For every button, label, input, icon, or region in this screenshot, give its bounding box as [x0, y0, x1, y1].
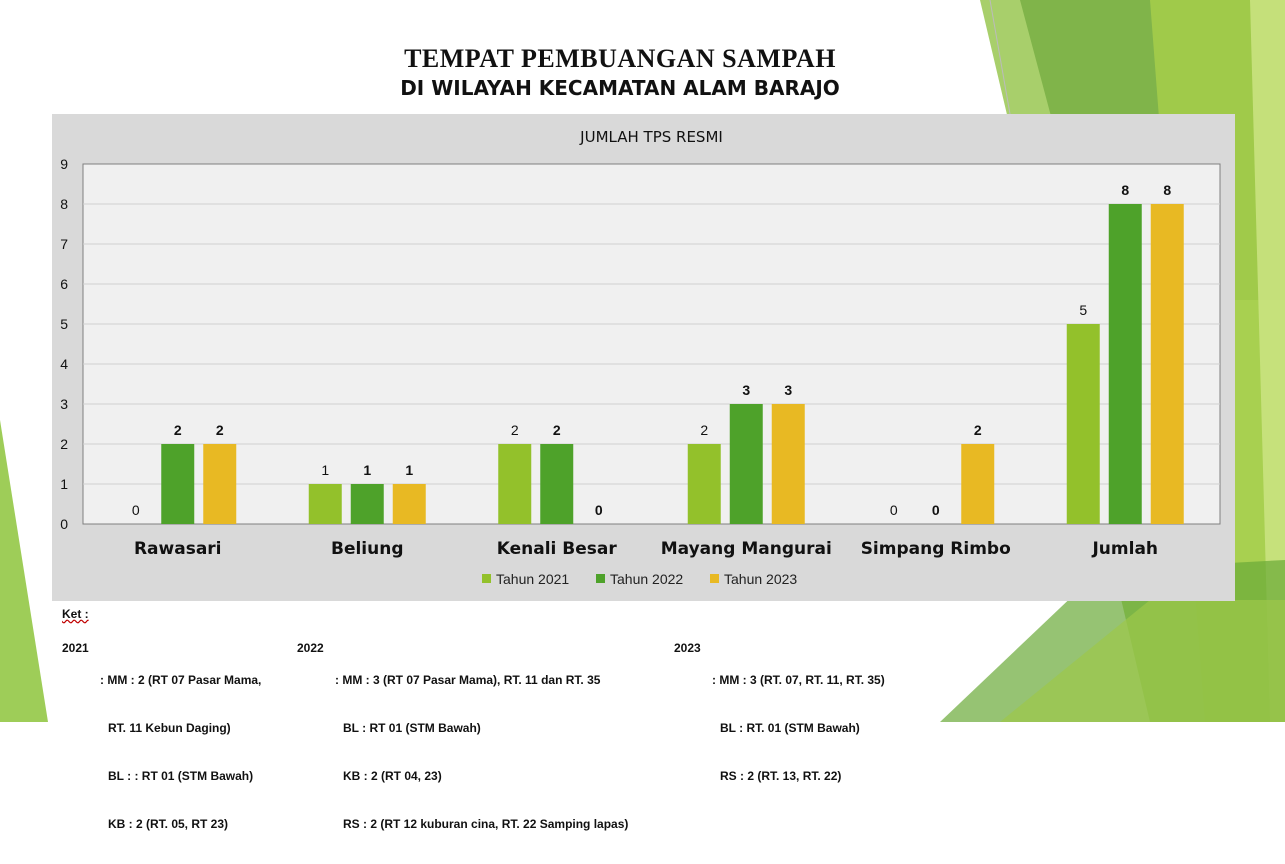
notes-section: Ket : 2021 : MM : 2 (RT 07 Pasar Mama, R…	[62, 607, 1062, 831]
data-label: 0	[132, 502, 140, 518]
y-tick-label: 9	[60, 156, 68, 172]
bar	[540, 444, 574, 524]
data-label: 8	[1163, 182, 1171, 198]
bar-chart: 0 1 2 3 4 5 6 7 8 9 JUMLAH TPS RESMI 0 2 2 Rawasari 1 1 1…	[60, 128, 1221, 587]
legend-swatch	[596, 574, 605, 583]
bar	[308, 484, 342, 524]
note-lines: : MM : 3 (RT 07 Pasar Mama), RT. 11 dan …	[335, 640, 628, 864]
y-tick-label: 7	[60, 236, 68, 252]
category-label: Kenali Besar	[497, 539, 618, 559]
bar	[350, 484, 384, 524]
y-tick-label: 4	[60, 356, 68, 372]
bar	[1150, 204, 1184, 524]
bar	[203, 444, 237, 524]
note-year: 2021	[62, 641, 89, 655]
bar	[687, 444, 721, 524]
category-label: Beliung	[331, 539, 404, 559]
note-line: RS : 2 (RT 12 kuburan cina, RT. 22 Sampi…	[343, 817, 629, 831]
bar	[161, 444, 195, 524]
category-label: Jumlah	[1091, 539, 1158, 559]
bar	[729, 404, 763, 524]
chart-title: JUMLAH TPS RESMI	[579, 128, 723, 146]
deco-shape	[0, 420, 48, 722]
slide-title: TEMPAT PEMBUANGAN SAMPAH DI WILAYAH KECA…	[300, 44, 940, 100]
note-line: : MM : 3 (RT. 07, RT. 11, RT. 35)	[712, 673, 885, 687]
notes-label: Ket :	[62, 607, 89, 621]
bar	[1108, 204, 1142, 524]
bar	[771, 404, 805, 524]
y-tick-label: 0	[60, 516, 68, 532]
bar	[961, 444, 995, 524]
data-label: 0	[890, 502, 898, 518]
y-tick-label: 2	[60, 436, 68, 452]
data-label: 5	[1079, 302, 1087, 318]
deco-line	[989, 0, 1011, 115]
deco-shape	[1000, 600, 1285, 722]
y-tick-label: 8	[60, 196, 68, 212]
data-label: 2	[700, 422, 708, 438]
plot-area	[82, 163, 1221, 525]
y-tick-label: 5	[60, 316, 68, 332]
note-line: BL : : RT 01 (STM Bawah)	[108, 769, 254, 783]
title-line-1: TEMPAT PEMBUANGAN SAMPAH	[404, 44, 836, 73]
bar	[498, 444, 532, 524]
chart-area: 0 1 2 3 4 5 6 7 8 9 JUMLAH TPS RESMI 0 2 2 Rawasari 1 1 1…	[52, 114, 1235, 601]
note-line: RT. 11 Kebun Daging)	[108, 721, 231, 735]
data-label: 2	[216, 422, 224, 438]
legend-swatch	[710, 574, 719, 583]
y-tick-label: 6	[60, 276, 68, 292]
note-line: RS : 2 (RT. 13, RT. 22)	[720, 769, 842, 783]
legend-label: Tahun 2021	[496, 571, 569, 587]
data-label: 3	[784, 382, 792, 398]
data-label: 0	[932, 502, 940, 518]
y-tick-label: 1	[60, 476, 68, 492]
data-label: 3	[742, 382, 750, 398]
note-lines: : MM : 3 (RT. 07, RT. 11, RT. 35) BL : R…	[712, 640, 885, 816]
data-label: 2	[553, 422, 561, 438]
note-line: KB : 2 (RT 04, 23)	[343, 769, 442, 783]
note-line: BL : RT. 01 (STM Bawah)	[720, 721, 860, 735]
legend-swatch	[482, 574, 491, 583]
note-line: BL : RT 01 (STM Bawah)	[343, 721, 481, 735]
category-label: Rawasari	[134, 539, 222, 559]
note-year: 2022	[297, 641, 324, 655]
data-label: 2	[511, 422, 519, 438]
legend-label: Tahun 2023	[724, 571, 797, 587]
note-line: : MM : 2 (RT 07 Pasar Mama,	[100, 673, 262, 687]
y-tick-label: 3	[60, 396, 68, 412]
data-label: 0	[595, 502, 603, 518]
category-label: Simpang Rimbo	[861, 539, 1011, 559]
legend-label: Tahun 2022	[610, 571, 683, 587]
data-label: 1	[405, 462, 413, 478]
data-label: 1	[363, 462, 371, 478]
notes-label-text: Ket :	[62, 607, 89, 621]
data-label: 1	[321, 462, 329, 478]
data-label: 8	[1121, 182, 1129, 198]
note-line: KB : 2 (RT. 05, RT 23)	[108, 817, 229, 831]
data-label: 2	[974, 422, 982, 438]
title-line-2: DI WILAYAH KECAMATAN ALAM BARAJO	[400, 76, 840, 100]
note-year: 2023	[674, 641, 701, 655]
deco-shape	[1250, 0, 1285, 722]
data-label: 2	[174, 422, 182, 438]
category-label: Mayang Mangurai	[661, 539, 832, 559]
bar	[392, 484, 426, 524]
note-lines: : MM : 2 (RT 07 Pasar Mama, RT. 11 Kebun…	[100, 640, 261, 864]
note-line: : MM : 3 (RT 07 Pasar Mama), RT. 11 dan …	[335, 673, 601, 687]
bar	[1066, 324, 1100, 524]
